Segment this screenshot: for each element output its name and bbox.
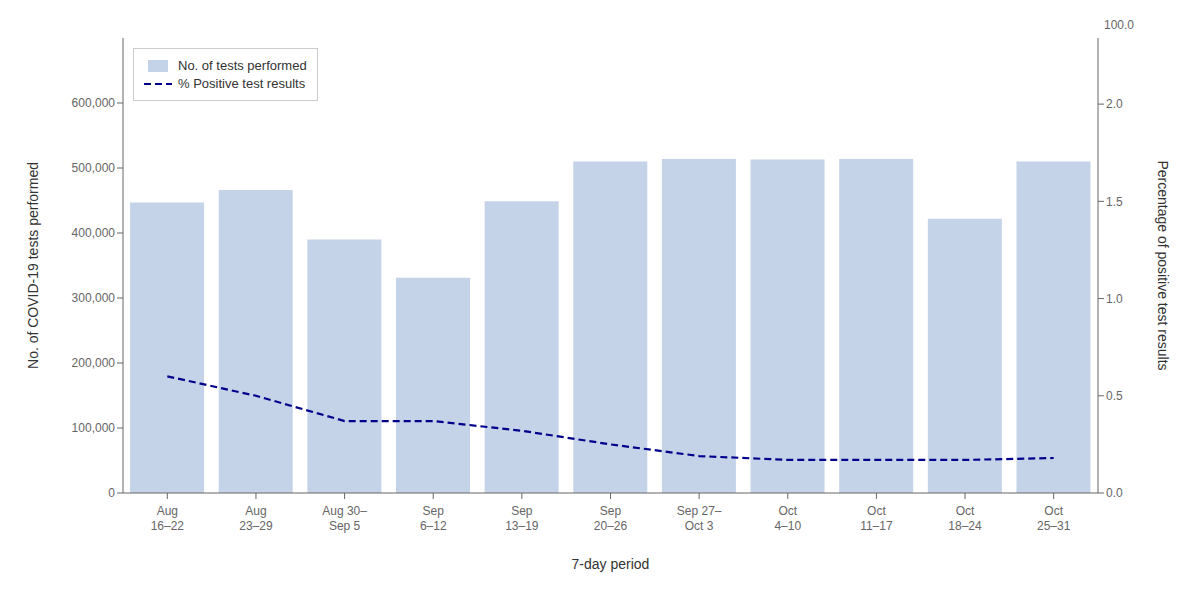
svg-text:Sep 27–Oct 3: Sep 27–Oct 3 — [677, 504, 722, 533]
svg-text:1.0: 1.0 — [1106, 292, 1123, 306]
svg-text:Oct25–31: Oct25–31 — [1037, 504, 1071, 533]
svg-text:1.5: 1.5 — [1106, 195, 1123, 209]
svg-text:300,000: 300,000 — [72, 291, 116, 305]
svg-text:2.0: 2.0 — [1106, 97, 1123, 111]
html-text:% Positive test results: % Positive test results — [178, 76, 306, 91]
html-text:100.0: 100.0 — [1104, 18, 1134, 32]
svg-text:200,000: 200,000 — [72, 356, 116, 370]
svg-text:Percentage of positive test re: Percentage of positive test results — [1155, 160, 1171, 370]
svg-text:Aug16–22: Aug16–22 — [151, 504, 185, 533]
svg-text:No. of COVID-19 tests performe: No. of COVID-19 tests performed — [25, 162, 41, 369]
svg-text:0.0: 0.0 — [1106, 486, 1123, 500]
svg-text:Sep20–26: Sep20–26 — [594, 504, 628, 533]
html-text:No. of tests performed: No. of tests performed — [178, 58, 307, 73]
svg-text:Sep13–19: Sep13–19 — [505, 504, 539, 533]
svg-text:0: 0 — [108, 486, 115, 500]
svg-text:Aug 30–Sep 5: Aug 30–Sep 5 — [322, 504, 367, 533]
svg-text:Oct11–17: Oct11–17 — [860, 504, 893, 533]
svg-text:Sep6–12: Sep6–12 — [420, 504, 447, 533]
svg-text:0.5: 0.5 — [1106, 389, 1123, 403]
svg-text:Aug23–29: Aug23–29 — [239, 504, 273, 533]
svg-text:400,000: 400,000 — [72, 226, 116, 240]
svg-text:Oct4–10: Oct4–10 — [774, 504, 801, 533]
svg-text:Oct18–24: Oct18–24 — [948, 504, 982, 533]
svg-text:600,000: 600,000 — [72, 96, 116, 110]
svg-text:100,000: 100,000 — [72, 421, 116, 435]
svg-text:7-day period: 7-day period — [572, 556, 650, 572]
svg-text:500,000: 500,000 — [72, 161, 116, 175]
